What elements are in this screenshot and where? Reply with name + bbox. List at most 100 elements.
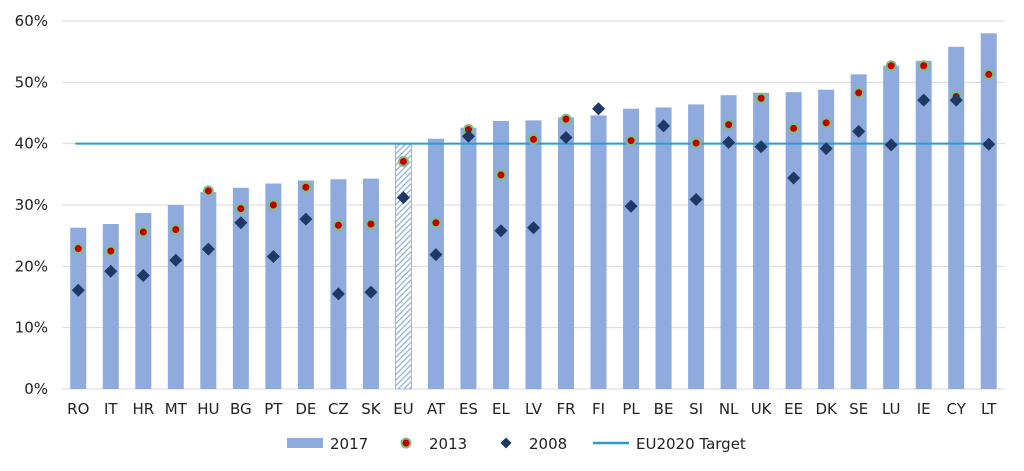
x-tick-label: LT [981, 400, 997, 418]
bar-2017-sk [362, 178, 379, 389]
marker-2013-hu [202, 185, 214, 197]
marker-2013-at [430, 217, 442, 229]
marker-2008-ee [787, 171, 801, 185]
marker-2008-at [429, 248, 443, 262]
x-tick-label: IE [917, 400, 931, 418]
bar-2017-cy [948, 46, 965, 389]
marker-2008-pt [266, 250, 280, 264]
bar-2017-dk [818, 89, 835, 390]
bar-2017-at [427, 138, 444, 389]
bar-2017-el [492, 120, 509, 390]
legend-label-2008: 2008 [529, 435, 567, 453]
marker-2013-dk [820, 117, 832, 129]
marker-2008-it [104, 264, 118, 278]
marker-2013-pl [625, 135, 637, 147]
marker-2013-cz [332, 219, 344, 231]
bar-2017-si [688, 104, 705, 389]
x-tick-label: EL [492, 400, 510, 418]
bar-2017-ro [70, 227, 87, 389]
marker-2013-mt [170, 224, 182, 236]
marker-2013-ee [788, 122, 800, 134]
bar-2017-uk [753, 92, 770, 389]
marker-2008-de [299, 212, 313, 226]
x-tick-label: IT [104, 400, 118, 418]
bar-series-2017 [70, 33, 997, 390]
bar-2017-cz [330, 179, 347, 389]
marker-2013-pt [267, 199, 279, 211]
marker-2013-nl [723, 119, 735, 131]
marker-2008-lv [527, 221, 540, 235]
bar-2017-lu [883, 65, 900, 390]
marker-2008-eu [396, 191, 410, 205]
marker-2013-bg [235, 203, 247, 215]
x-tick-label: HU [197, 400, 219, 418]
y-axis-ticks: 0% 10% 20% 30% 40% 50% 60% [15, 12, 48, 398]
marker-2008-fi [592, 102, 606, 116]
bar-2017-be [655, 107, 672, 389]
marker-2013-si [690, 137, 702, 149]
x-tick-label: DK [815, 400, 838, 418]
y-tick-label: 40% [15, 135, 48, 153]
y-tick-label: 30% [15, 196, 48, 214]
x-tick-label: EE [784, 400, 803, 418]
legend: 2017 2013 2008 EU2020 Target [287, 435, 746, 453]
x-tick-label: DE [295, 400, 316, 418]
marker-2008-lu [884, 138, 898, 152]
marker-2008-es [461, 129, 475, 143]
marker-2008-dk [819, 142, 833, 156]
marker-2013-el [495, 169, 507, 181]
y-tick-label: 10% [15, 319, 48, 337]
marker-2013-it [105, 245, 117, 257]
marker-2008-cz [331, 287, 345, 301]
marker-2008-el [494, 224, 508, 238]
x-tick-label: PT [264, 400, 283, 418]
legend-swatch-2013 [400, 437, 412, 449]
x-tick-label: AT [427, 400, 446, 418]
bar-2017-lt [980, 33, 997, 390]
x-tick-label: BG [230, 400, 252, 418]
bar-2017-pt [265, 183, 282, 389]
marker-2013-hr [137, 226, 149, 238]
y-tick-label: 0% [24, 380, 48, 398]
x-tick-label: SI [689, 400, 703, 418]
marker-2008-hu [201, 242, 215, 256]
x-tick-label: RO [67, 400, 89, 418]
marker-2013-lt [983, 68, 995, 80]
marker-2008-uk [754, 140, 768, 154]
marker-2008-pl [624, 199, 638, 213]
marker-2008-cy [949, 93, 963, 107]
marker-2013-eu [397, 155, 409, 167]
y-tick-label: 60% [15, 12, 48, 30]
legend-label-2017: 2017 [330, 435, 368, 453]
bar-2017-hu [200, 192, 217, 389]
marker-2008-se [852, 124, 866, 138]
x-tick-label: MT [165, 400, 188, 418]
x-tick-label: FI [592, 400, 605, 418]
marker-2008-si [689, 192, 703, 206]
marker-2008-hr [136, 269, 150, 283]
bar-2017-es [460, 127, 477, 389]
x-tick-label: SE [849, 400, 868, 418]
marker-2008-nl [722, 135, 736, 149]
marker-2008-lt [982, 137, 996, 151]
bar-2017-hr [135, 212, 152, 389]
x-axis-labels: RO IT HR MT HU BG PT DE CZ SK EU AT ES EL LV FR FI PL BE SI… [67, 400, 997, 418]
marker-2008-ie [917, 93, 931, 107]
marker-2013-ie [918, 60, 930, 72]
marker-2013-se [853, 87, 865, 99]
marker-2008-be [657, 119, 671, 133]
x-tick-label: LU [882, 400, 901, 418]
bar-2017-mt [167, 205, 184, 389]
bar-2017-it [102, 224, 119, 389]
marker-2013-lv [528, 133, 539, 145]
bar-2017-nl [720, 95, 737, 390]
x-tick-label: PL [622, 400, 640, 418]
marker-2008-fr [559, 131, 573, 145]
x-tick-label: LV [525, 400, 543, 418]
marker-2013-fr [560, 113, 572, 125]
x-tick-label: BE [654, 400, 674, 418]
bar-2017-fr [558, 117, 575, 389]
marker-2013-ro [72, 243, 84, 255]
